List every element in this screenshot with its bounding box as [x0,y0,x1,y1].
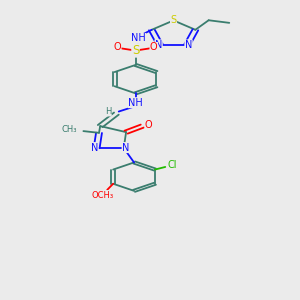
Text: O: O [150,42,158,52]
Text: N: N [155,40,162,50]
Text: Cl: Cl [168,160,177,170]
Text: O: O [113,42,121,52]
Text: N: N [185,40,192,50]
Text: N: N [91,142,98,153]
Text: H: H [105,107,111,116]
Text: N: N [122,142,130,153]
Text: O: O [145,120,153,130]
Text: S: S [170,15,177,26]
Text: NH: NH [131,33,146,43]
Text: S: S [132,44,139,57]
Text: CH₃: CH₃ [61,124,77,134]
Text: NH: NH [128,98,143,108]
Text: OCH₃: OCH₃ [92,190,114,200]
